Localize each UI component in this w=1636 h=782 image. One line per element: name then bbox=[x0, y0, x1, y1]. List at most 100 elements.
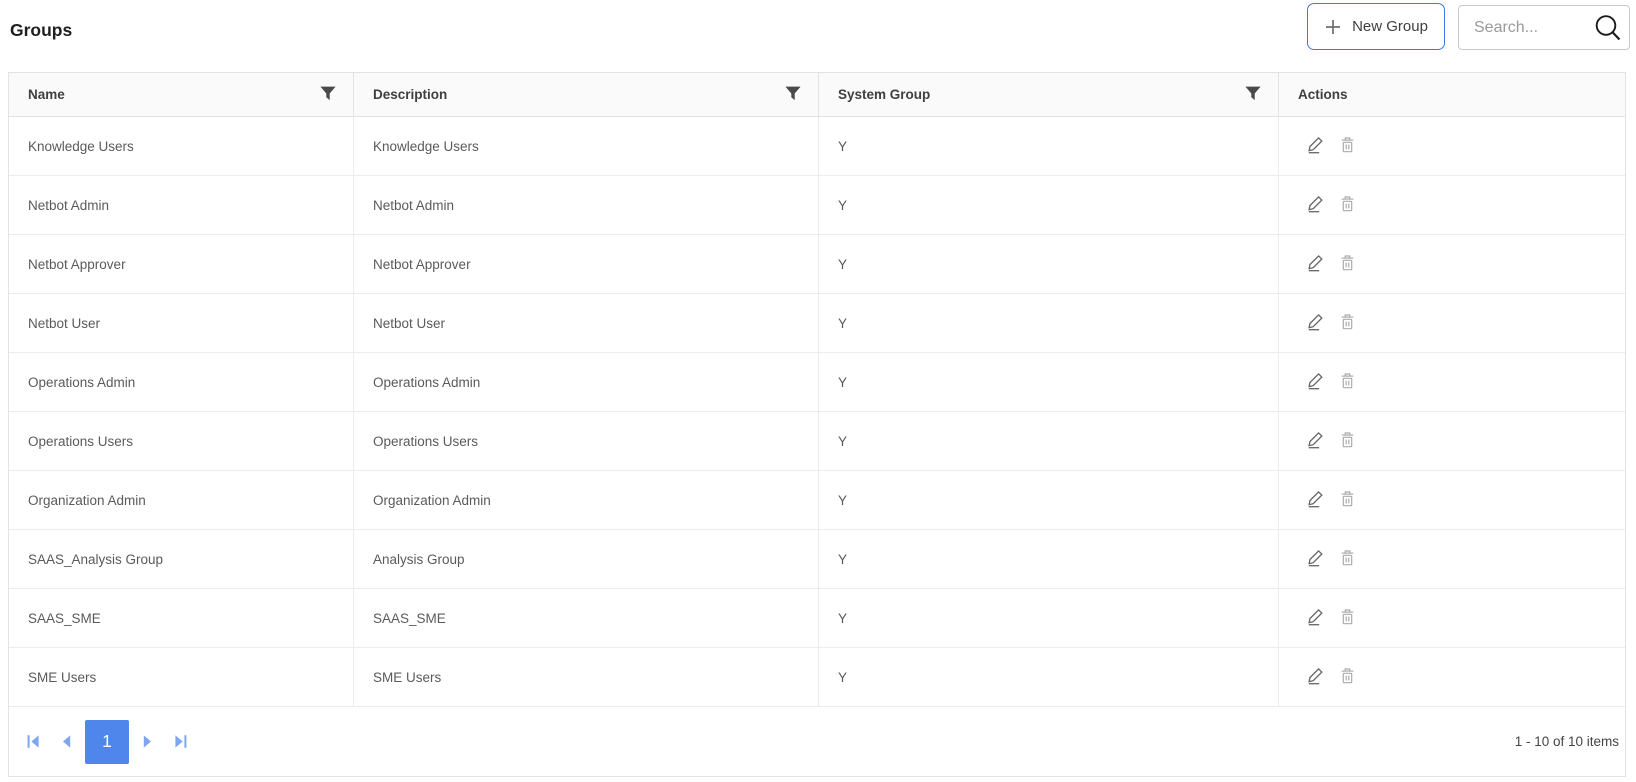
edit-button[interactable] bbox=[1306, 313, 1326, 334]
group-description-cell: Analysis Group bbox=[354, 530, 819, 588]
pencil-icon bbox=[1306, 313, 1326, 334]
delete-button[interactable] bbox=[1340, 195, 1355, 216]
pagination-summary: 1 - 10 of 10 items bbox=[1514, 734, 1619, 749]
page-title: Groups bbox=[10, 20, 73, 40]
trash-icon bbox=[1340, 136, 1355, 157]
group-description-cell: Organization Admin bbox=[354, 471, 819, 529]
table-row: Operations Users Operations Users Y bbox=[9, 412, 1625, 471]
plus-icon bbox=[1324, 18, 1342, 36]
trash-icon bbox=[1340, 372, 1355, 393]
column-header-actions: Actions bbox=[1279, 73, 1627, 116]
trash-icon bbox=[1340, 549, 1355, 570]
trash-icon bbox=[1340, 254, 1355, 275]
table-row: Knowledge Users Knowledge Users Y bbox=[9, 117, 1625, 176]
pencil-icon bbox=[1306, 136, 1326, 157]
actions-cell bbox=[1279, 471, 1627, 529]
system-group-cell: Y bbox=[819, 235, 1279, 293]
delete-button[interactable] bbox=[1340, 608, 1355, 629]
actions-cell bbox=[1279, 353, 1627, 411]
system-group-cell: Y bbox=[819, 353, 1279, 411]
trash-icon bbox=[1340, 608, 1355, 629]
actions-cell bbox=[1279, 530, 1627, 588]
actions-cell bbox=[1279, 176, 1627, 234]
first-page-icon[interactable] bbox=[17, 724, 50, 760]
prev-page-icon[interactable] bbox=[50, 724, 83, 760]
system-group-cell: Y bbox=[819, 176, 1279, 234]
table-row: Netbot Admin Netbot Admin Y bbox=[9, 176, 1625, 235]
delete-button[interactable] bbox=[1340, 490, 1355, 511]
system-group-cell: Y bbox=[819, 117, 1279, 175]
group-description-cell: Operations Admin bbox=[354, 353, 819, 411]
delete-button[interactable] bbox=[1340, 549, 1355, 570]
delete-button[interactable] bbox=[1340, 254, 1355, 275]
group-description-cell: Netbot Approver bbox=[354, 235, 819, 293]
group-name-cell: Netbot Approver bbox=[9, 235, 354, 293]
new-group-button[interactable]: New Group bbox=[1307, 3, 1445, 50]
pagination-bar: 1 1 - 10 of 10 items bbox=[9, 707, 1625, 776]
column-header-label: Description bbox=[373, 87, 448, 102]
actions-cell bbox=[1279, 648, 1627, 706]
delete-button[interactable] bbox=[1340, 372, 1355, 393]
group-name-cell: Organization Admin bbox=[9, 471, 354, 529]
system-group-cell: Y bbox=[819, 530, 1279, 588]
group-name-cell: Operations Admin bbox=[9, 353, 354, 411]
table-row: Netbot User Netbot User Y bbox=[9, 294, 1625, 353]
edit-button[interactable] bbox=[1306, 431, 1326, 452]
pencil-icon bbox=[1306, 254, 1326, 275]
pencil-icon bbox=[1306, 608, 1326, 629]
table-row: SAAS_Analysis Group Analysis Group Y bbox=[9, 530, 1625, 589]
delete-button[interactable] bbox=[1340, 667, 1355, 688]
magnifier-icon[interactable] bbox=[1591, 12, 1625, 44]
filter-funnel-icon[interactable] bbox=[1242, 84, 1264, 106]
actions-cell bbox=[1279, 294, 1627, 352]
group-description-cell: Operations Users bbox=[354, 412, 819, 470]
pencil-icon bbox=[1306, 431, 1326, 452]
actions-cell bbox=[1279, 235, 1627, 293]
group-description-cell: SME Users bbox=[354, 648, 819, 706]
group-description-cell: Netbot User bbox=[354, 294, 819, 352]
column-header-label: System Group bbox=[838, 87, 931, 102]
trash-icon bbox=[1340, 490, 1355, 511]
edit-button[interactable] bbox=[1306, 667, 1326, 688]
filter-funnel-icon[interactable] bbox=[317, 84, 339, 106]
group-name-cell: Operations Users bbox=[9, 412, 354, 470]
edit-button[interactable] bbox=[1306, 254, 1326, 275]
actions-cell bbox=[1279, 589, 1627, 647]
table-row: Organization Admin Organization Admin Y bbox=[9, 471, 1625, 530]
search-input[interactable] bbox=[1459, 6, 1589, 49]
last-page-icon[interactable] bbox=[164, 724, 197, 760]
new-group-button-label: New Group bbox=[1352, 18, 1428, 35]
edit-button[interactable] bbox=[1306, 549, 1326, 570]
system-group-cell: Y bbox=[819, 412, 1279, 470]
system-group-cell: Y bbox=[819, 294, 1279, 352]
edit-button[interactable] bbox=[1306, 372, 1326, 393]
filter-funnel-icon[interactable] bbox=[782, 84, 804, 106]
table-row: SME Users SME Users Y bbox=[9, 648, 1625, 707]
group-name-cell: Netbot User bbox=[9, 294, 354, 352]
next-page-icon[interactable] bbox=[131, 724, 164, 760]
current-page-button[interactable]: 1 bbox=[85, 719, 129, 764]
top-bar: Groups New Group bbox=[0, 0, 1636, 72]
delete-button[interactable] bbox=[1340, 136, 1355, 157]
system-group-cell: Y bbox=[819, 589, 1279, 647]
delete-button[interactable] bbox=[1340, 431, 1355, 452]
column-header-label: Actions bbox=[1298, 87, 1348, 102]
pencil-icon bbox=[1306, 549, 1326, 570]
system-group-cell: Y bbox=[819, 471, 1279, 529]
delete-button[interactable] bbox=[1340, 313, 1355, 334]
pencil-icon bbox=[1306, 195, 1326, 216]
group-name-cell: Knowledge Users bbox=[9, 117, 354, 175]
column-header-name: Name bbox=[9, 73, 354, 116]
table-row: Netbot Approver Netbot Approver Y bbox=[9, 235, 1625, 294]
trash-icon bbox=[1340, 195, 1355, 216]
column-header-label: Name bbox=[28, 87, 65, 102]
search-box bbox=[1458, 5, 1630, 50]
edit-button[interactable] bbox=[1306, 608, 1326, 629]
edit-button[interactable] bbox=[1306, 490, 1326, 511]
system-group-cell: Y bbox=[819, 648, 1279, 706]
group-description-cell: Knowledge Users bbox=[354, 117, 819, 175]
edit-button[interactable] bbox=[1306, 136, 1326, 157]
edit-button[interactable] bbox=[1306, 195, 1326, 216]
table-body: Knowledge Users Knowledge Users Y Netbot Ad… bbox=[9, 117, 1625, 707]
trash-icon bbox=[1340, 313, 1355, 334]
